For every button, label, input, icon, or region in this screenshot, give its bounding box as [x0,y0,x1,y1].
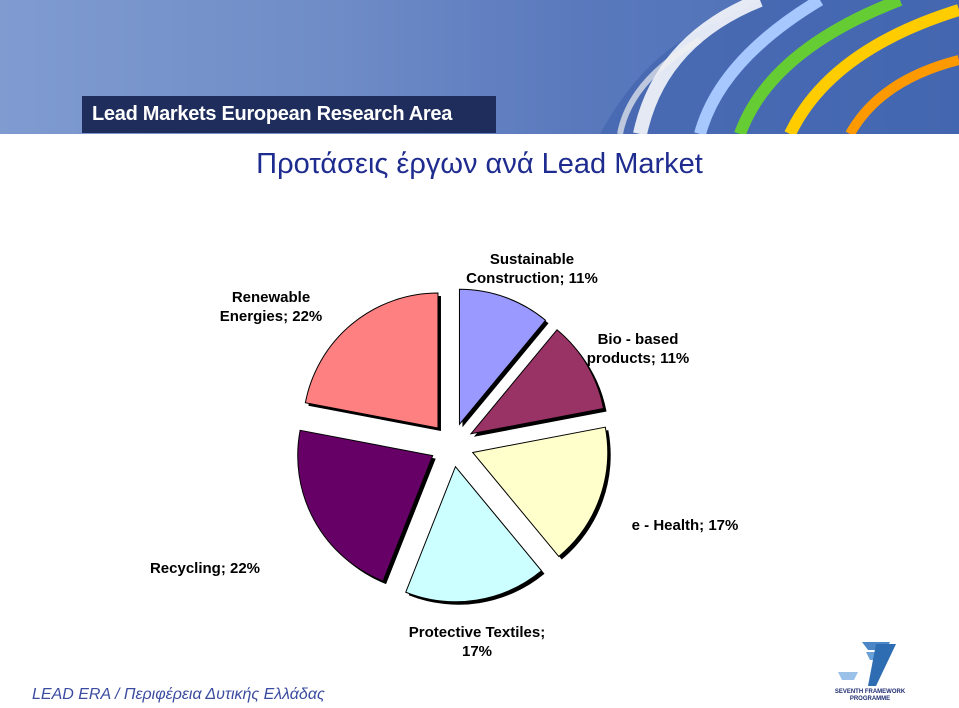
pie-label: Recycling; 22% [150,560,260,577]
pie-label: Protective Textiles; 17% [409,624,545,660]
banner-map-art [600,0,959,134]
pie-slice-recycling [297,429,434,582]
banner-title: Lead Markets European Research Area Netw… [82,96,496,133]
pie-slice-e-health [471,426,609,558]
header-banner: Lead Markets European Research Area Netw… [0,0,959,134]
footer-text: LEAD ERA / Περιφέρεια Δυτικής Ελλάδας [32,686,325,703]
pie-label: e - Health; 17% [632,517,739,534]
pie-slice-protective-textiles [405,465,543,603]
pie-label: Renewable Energies; 22% [220,289,323,325]
pie-label: Bio - based products; 11% [587,331,690,367]
pie-slice-bio-based-products [469,329,605,435]
pie-slice-sustainable-construction [458,288,547,426]
pie-label: Sustainable Construction; 11% [466,251,598,287]
fp7-logo-icon [838,642,896,686]
fp7-logo-caption: SEVENTH FRAMEWORK PROGRAMME [834,689,906,702]
slide-title: Προτάσεις έργων ανά Lead Market [256,148,703,180]
pie-slice-renewable-energies [304,292,439,429]
